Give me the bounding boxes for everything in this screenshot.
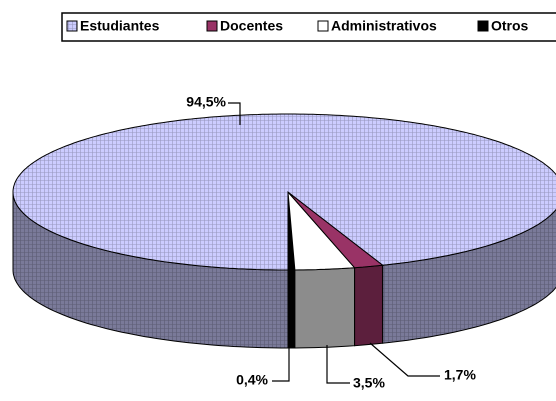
data-label: 94,5% xyxy=(186,94,226,110)
legend-label: Estudiantes xyxy=(80,18,160,34)
slice-side-texture xyxy=(13,192,288,348)
leader-line xyxy=(326,345,350,384)
leader-line xyxy=(272,345,290,382)
slice-side xyxy=(294,267,356,349)
legend-label: Administrativos xyxy=(331,18,437,34)
slice-side xyxy=(354,264,384,347)
leader-line xyxy=(369,342,440,377)
legend-box xyxy=(61,12,556,42)
legend-label: Docentes xyxy=(220,18,283,34)
legend-swatch-texture xyxy=(67,21,77,31)
slice-side-texture xyxy=(382,209,556,344)
legend-swatch xyxy=(206,20,218,32)
legend-label: Otros xyxy=(491,18,529,34)
data-label: 0,4% xyxy=(236,372,268,388)
slice-side xyxy=(287,269,296,349)
slice-top-texture xyxy=(13,114,556,270)
leader-line xyxy=(228,102,241,125)
legend-swatch xyxy=(477,20,489,32)
data-label: 3,5% xyxy=(353,375,385,391)
data-label: 1,7% xyxy=(444,367,476,383)
legend-swatch xyxy=(317,20,329,32)
